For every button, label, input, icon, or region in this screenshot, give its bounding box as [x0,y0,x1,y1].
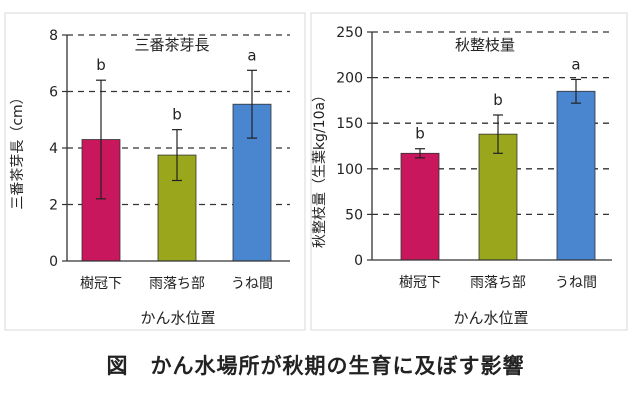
y-tick-label: 4 [49,141,58,157]
y-tick-label: 0 [49,254,58,270]
figure-caption: 図 かん水場所が秋期の生育に及ぼす影響 [106,354,525,378]
y-tick-label: 2 [49,198,58,214]
y-axis-label: 三番茶芽長（cm） [10,90,26,209]
x-tick-label: うね間 [555,275,597,291]
significance-letter: b [415,125,425,143]
chart-pruning-amount: 秋整枝量 秋整枝量（生葉kg/10a） かん水位置 b b a 0 50 100 150 2… [310,12,628,331]
axes: 0 50 100 150 200 250 樹冠下 雨落ち部 うね間 [336,25,612,291]
x-tick-label: 雨落ち部 [149,276,205,292]
chart-title: 秋整枝量 [455,36,515,54]
y-tick-label: 250 [336,25,363,41]
y-tick-label: 150 [336,116,363,132]
bars: b b a [81,46,272,262]
y-tick-label: 6 [49,85,58,101]
bar [556,90,596,261]
y-tick-label: 200 [336,71,363,87]
significance-letter: b [96,56,106,74]
significance-letter: b [493,91,503,109]
y-axis-label: 秋整枝量（生葉kg/10a） [312,88,328,248]
significance-letter: a [571,55,580,73]
x-axis-label: かん水位置 [140,309,215,327]
x-axis-label: かん水位置 [453,309,528,327]
significance-letter: b [172,106,182,124]
x-tick-label: 雨落ち部 [470,275,526,291]
y-tick-label: 0 [354,253,363,269]
chart-title: 三番茶芽長 [134,36,209,54]
axes: 0 2 4 6 8 樹冠下 雨落ち部 うね間 [49,28,290,292]
bar [400,152,440,261]
chart-frame [310,12,628,331]
y-tick-label: 8 [49,28,58,44]
y-tick-label: 100 [336,162,363,178]
bars: b b a [400,55,596,261]
significance-letter: a [247,46,256,64]
y-tick-label: 50 [345,207,363,223]
x-tick-label: 樹冠下 [80,276,122,292]
x-tick-label: 樹冠下 [399,275,441,291]
x-tick-label: うね間 [231,276,273,292]
bar [478,133,518,261]
chart-frame [4,12,306,331]
chart-sprout-length: 三番茶芽長 三番茶芽長（cm） かん水位置 b b a 0 2 4 6 8 樹冠下 雨落ち部 うね… [4,12,306,331]
